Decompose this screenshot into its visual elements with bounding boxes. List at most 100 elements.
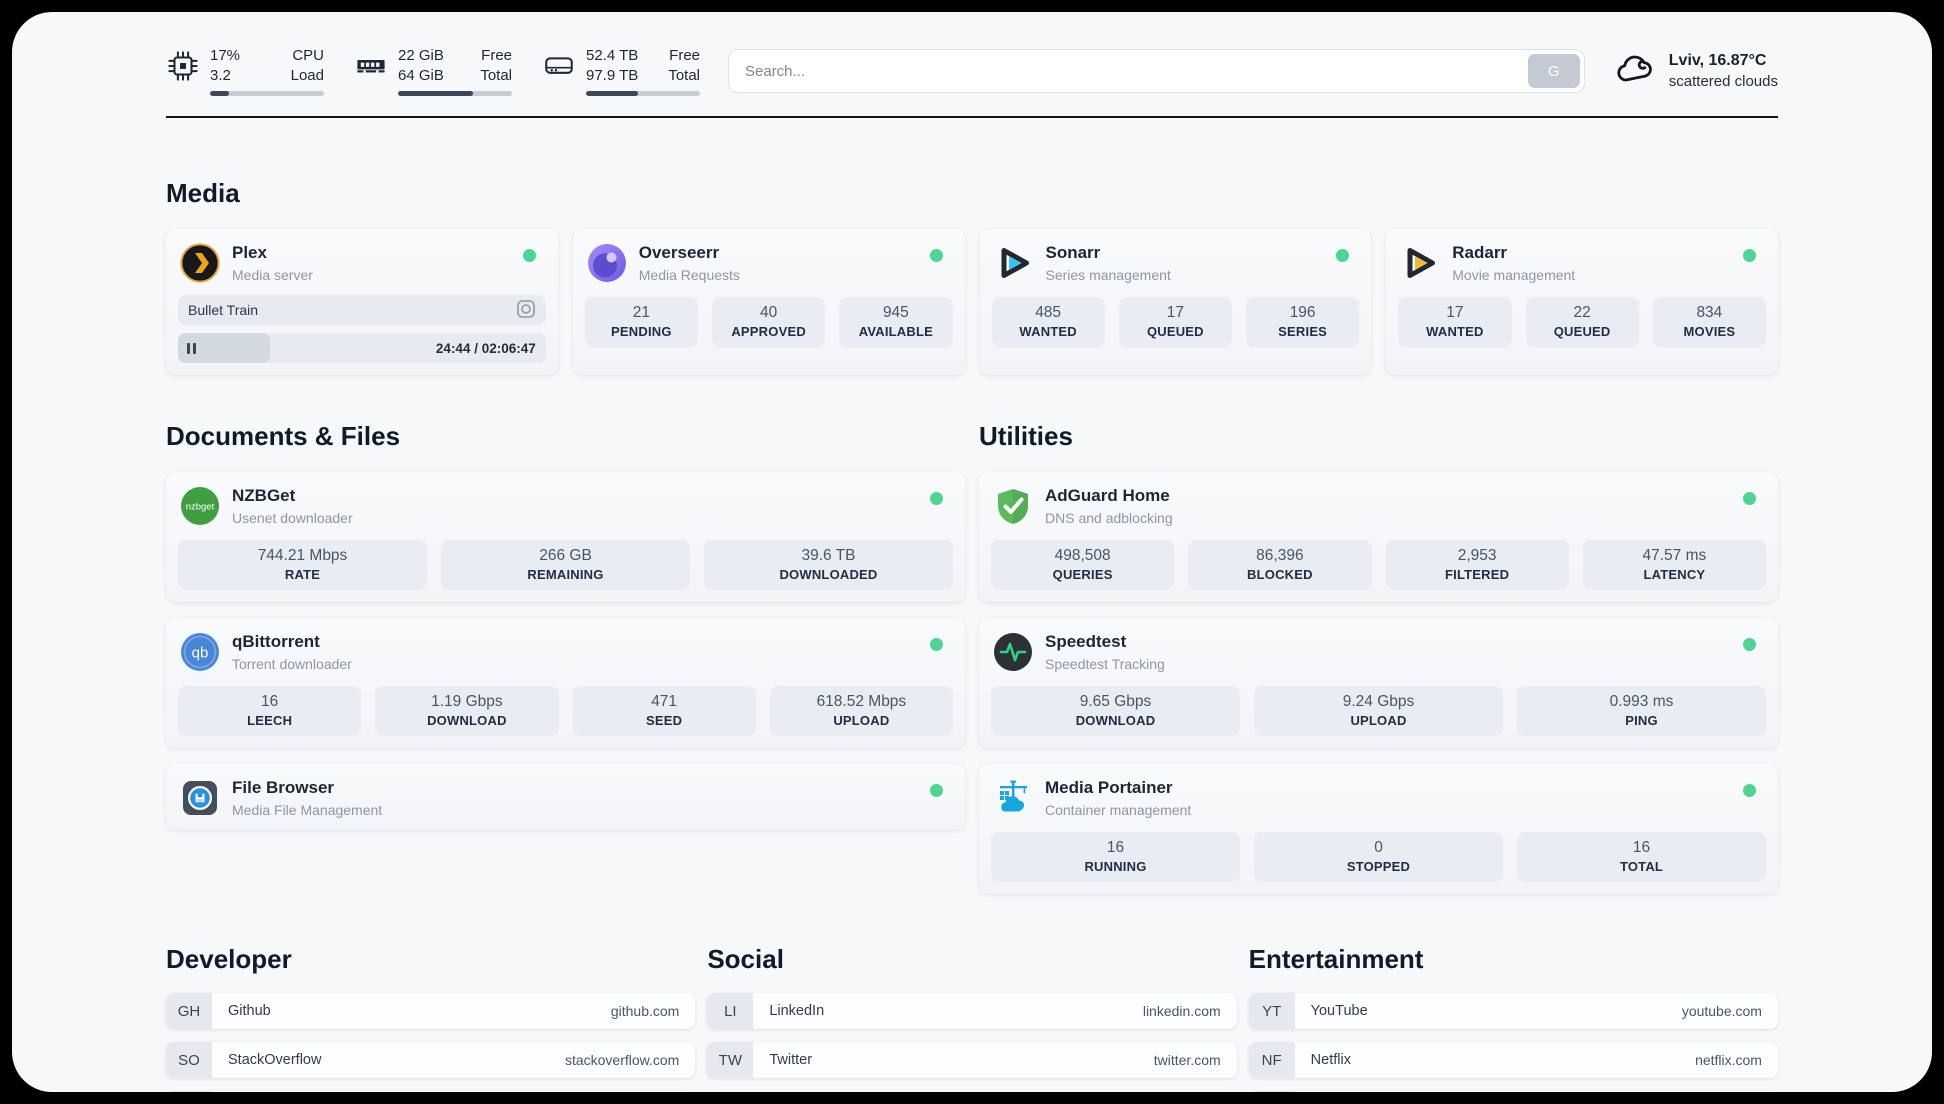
section-utilities: Utilities AdGuard Home DNS and adblockin… (979, 421, 1778, 894)
documents-section-title: Documents & Files (166, 421, 401, 451)
stat-box-wanted: 17 WANTED (1398, 297, 1512, 347)
stat-label: DOWNLOAD (1075, 713, 1156, 728)
stat-label: AVAILABLE (858, 324, 933, 339)
memory-progress-bar (398, 91, 512, 96)
bookmark-group-social: Social LI LinkedIn linkedin.com TW Twitt… (707, 944, 1237, 1092)
nzbget-card[interactable]: nzbget NZBGet Usenet downloader 744.21 M… (166, 472, 965, 602)
online-status-dot (930, 638, 943, 651)
stat-box-queries: 498,508 QUERIES (991, 540, 1175, 590)
playback-time: 24:44 / 02:06:47 (435, 340, 536, 356)
app-subtitle: Speedtest Tracking (1045, 655, 1165, 672)
online-status-dot (930, 492, 943, 505)
stat-box-rate: 744.21 Mbps RATE (178, 540, 427, 590)
cloud-icon (1617, 55, 1652, 82)
disk-total-value: 97.9 TB (586, 66, 639, 84)
adguard-home-card[interactable]: AdGuard Home DNS and adblocking 498,508 … (979, 472, 1778, 602)
online-status-dot (930, 784, 943, 797)
bookmark-abbr: DT (166, 1091, 212, 1092)
stat-row: 744.21 Mbps RATE 266 GB REMAINING 39.6 T… (178, 540, 953, 590)
app-subtitle: Series management (1045, 266, 1171, 283)
app-title: Plex (232, 243, 267, 263)
app-header: Sonarr Series management (992, 241, 1360, 283)
bookmark-group-developer: Developer GH Github github.com SO StackO… (166, 944, 696, 1092)
overseerr-card[interactable]: Overseerr Media Requests 21 PENDING 40 A… (572, 229, 965, 375)
screenshot-icon[interactable] (516, 299, 536, 322)
bookmark-github[interactable]: GH Github github.com (166, 993, 696, 1029)
pause-icon[interactable] (187, 342, 196, 354)
app-title: NZBGet (232, 486, 296, 506)
cpu-load-value: 3.2 (210, 66, 231, 84)
search-bar: G (728, 49, 1585, 93)
media-portainer-card[interactable]: Media Portainer Container management 16 … (979, 764, 1778, 894)
bookmark-name: LinkedIn (769, 1003, 825, 1019)
stat-value: 9.24 Gbps (1342, 693, 1415, 710)
bookmark-stackoverflow[interactable]: SO StackOverflow stackoverflow.com (166, 1042, 696, 1078)
bookmark-abbr: GH (166, 993, 212, 1029)
qbittorrent-card[interactable]: qb qBittorrent Torrent downloader 16 LEE… (166, 618, 965, 748)
cpu-progress-bar (210, 91, 324, 96)
app-title: Sonarr (1045, 243, 1101, 263)
bookmark-linkedin[interactable]: LI LinkedIn linkedin.com (707, 993, 1237, 1029)
bookmark-youtube[interactable]: YT YouTube youtube.com (1248, 993, 1778, 1029)
stat-box-movies: 834 MOVIES (1652, 297, 1766, 347)
app-title: Speedtest (1045, 632, 1127, 652)
bookmark-reddit[interactable]: RE Reddit reddit.com (1248, 1091, 1778, 1092)
memory-total-value: 64 GiB (398, 66, 444, 84)
stat-label: RATE (284, 567, 321, 582)
stat-label: UPLOAD (833, 713, 890, 728)
online-status-dot (1743, 249, 1756, 262)
nzbget-icon: nzbget (180, 486, 220, 526)
bookmark-netflix[interactable]: NF Netflix netflix.com (1248, 1042, 1778, 1078)
app-title: Media Portainer (1045, 778, 1173, 798)
stat-value: 834 (1696, 304, 1723, 321)
disk-stat: 52.4 TB Free 97.9 TB Total (542, 46, 700, 96)
search-input[interactable] (728, 49, 1585, 93)
stat-row: 9.65 Gbps DOWNLOAD 9.24 Gbps UPLOAD 0.99… (991, 686, 1766, 736)
memory-free-value: 22 GiB (398, 47, 444, 64)
app-title: Radarr (1452, 243, 1508, 263)
plex-card[interactable]: Plex Media server Bullet Train 24:44 / 0… (166, 229, 558, 375)
stat-label: WANTED (1019, 324, 1077, 339)
speedtest-icon (993, 632, 1033, 672)
stat-value: 471 (651, 693, 678, 710)
bookmark-abbr: TW (707, 1042, 754, 1078)
bookmark-dev[interactable]: DT DEV dev.to (166, 1091, 696, 1092)
stat-value: 17 (1166, 304, 1184, 321)
stat-box-stopped: 0 STOPPED (1254, 832, 1503, 882)
stat-value: 945 (882, 304, 909, 321)
stat-value: 22 (1573, 304, 1591, 321)
overseerr-icon (587, 243, 627, 283)
stat-box-download: 1.19 Gbps DOWNLOAD (375, 686, 559, 736)
online-status-dot (522, 249, 536, 262)
bookmark-abbr: RE (1248, 1091, 1295, 1092)
stat-box-downloaded: 39.6 TB DOWNLOADED (704, 540, 953, 590)
file-browser-card[interactable]: File Browser Media File Management (166, 764, 965, 830)
utilities-section-title: Utilities (979, 421, 1073, 451)
stat-value: 21 (632, 304, 650, 321)
sonarr-card[interactable]: Sonarr Series management 485 WANTED 17 Q… (979, 229, 1372, 375)
stat-label: RUNNING (1084, 859, 1147, 874)
stat-box-seed: 471 SEED (572, 686, 756, 736)
bookmark-twitter[interactable]: TW Twitter twitter.com (707, 1042, 1237, 1078)
search-engine-button[interactable]: G (1527, 54, 1580, 88)
bookmark-url: youtube.com (1681, 1003, 1762, 1019)
memory-stat: 22 GiB Free 64 GiB Total (354, 46, 512, 96)
stat-box-queued: 17 QUEUED (1118, 297, 1232, 347)
stat-box-remaining: 266 GB REMAINING (441, 540, 690, 590)
stat-box-download: 9.65 Gbps DOWNLOAD (991, 686, 1240, 736)
bookmark-url: netflix.com (1695, 1052, 1762, 1068)
stat-box-latency: 47.57 ms LATENCY (1582, 540, 1766, 590)
speedtest-card[interactable]: Speedtest Speedtest Tracking 9.65 Gbps D… (979, 618, 1778, 748)
stat-box-upload: 9.24 Gbps UPLOAD (1254, 686, 1503, 736)
stat-box-running: 16 RUNNING (991, 832, 1240, 882)
stat-value: 16 (1632, 839, 1651, 856)
stat-label: TOTAL (1619, 859, 1664, 874)
playback-progress-bar[interactable]: 24:44 / 02:06:47 (178, 333, 546, 363)
stat-box-ping: 0.993 ms PING (1517, 686, 1766, 736)
stat-label: MOVIES (1683, 324, 1736, 339)
stat-value: 744.21 Mbps (257, 547, 348, 564)
cpu-load-label: Load (290, 66, 324, 84)
cpu-usage-value: 17% (210, 47, 241, 64)
weather-location-temp: Lviv, 16.87°C (1668, 51, 1767, 69)
radarr-card[interactable]: Radarr Movie management 17 WANTED 22 QUE… (1386, 229, 1778, 375)
